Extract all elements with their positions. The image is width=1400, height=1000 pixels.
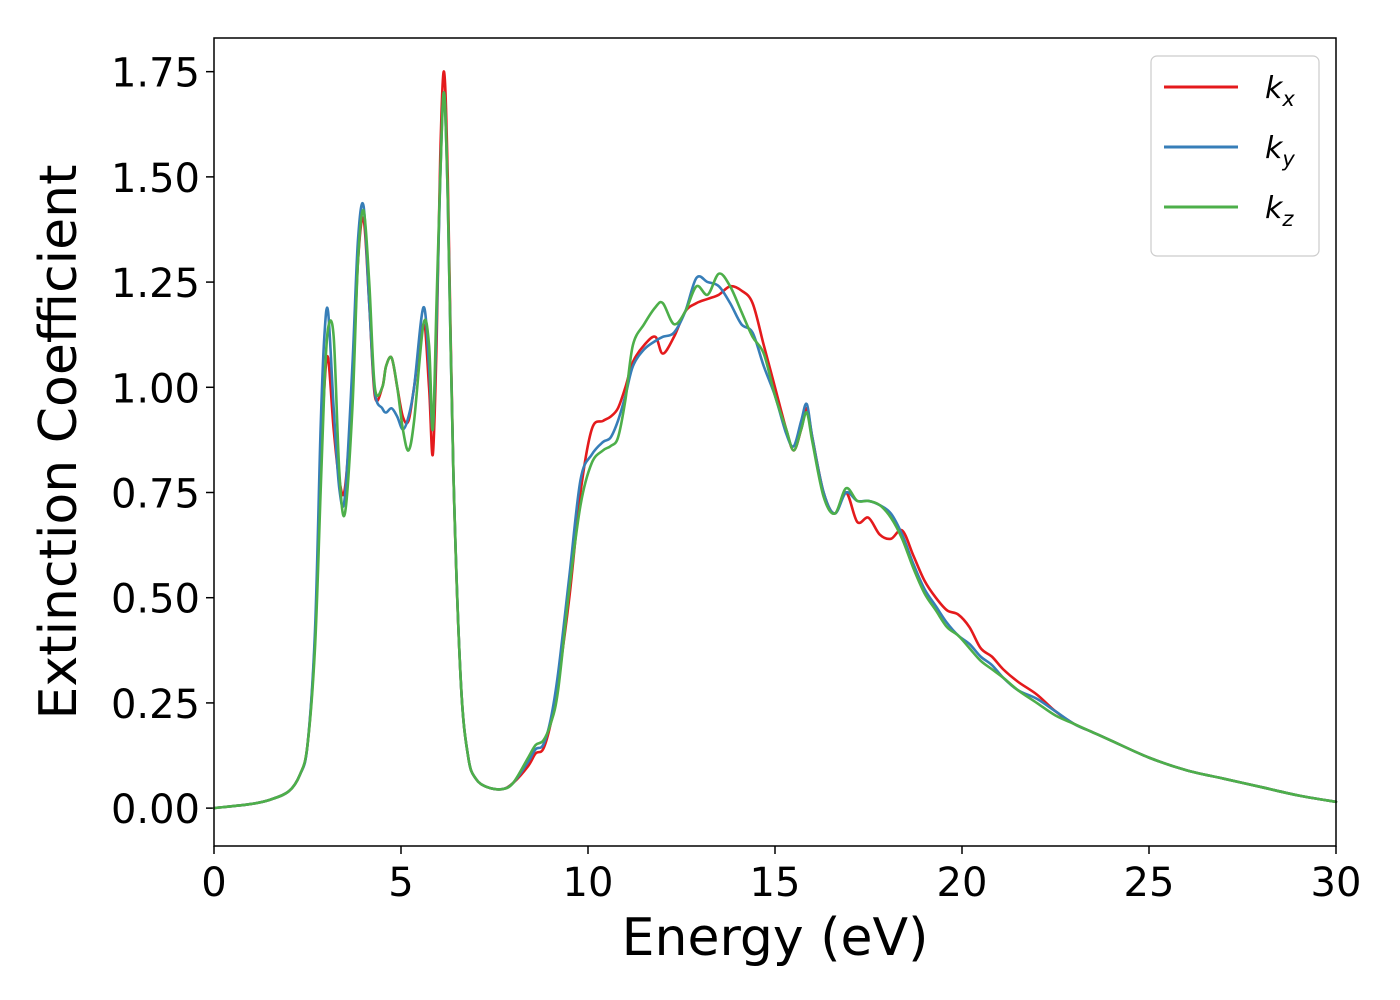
- x-tick-label: 10: [563, 860, 614, 906]
- legend-label-z: kz: [1265, 191, 1294, 231]
- y-tick-label: 1.75: [111, 51, 200, 97]
- legend-label-y: ky: [1265, 131, 1295, 171]
- legend-label-base: k: [1265, 71, 1284, 106]
- legend-label-base: k: [1265, 131, 1284, 166]
- x-tick-label: 5: [388, 860, 413, 906]
- x-tick-label: 0: [201, 860, 226, 906]
- y-tick-label: 1.50: [111, 156, 200, 202]
- x-tick-label: 20: [937, 860, 988, 906]
- series-line-y: [212, 91, 1338, 810]
- y-axis-title: Extinction Coefficient: [29, 165, 89, 720]
- legend-label-subscript: x: [1281, 87, 1295, 111]
- x-tick-label: 30: [1311, 860, 1362, 906]
- y-tick-label: 0.25: [111, 682, 200, 728]
- y-tick-label: 1.00: [111, 366, 200, 412]
- legend-label-subscript: y: [1281, 147, 1295, 171]
- y-tick-label: 0.00: [111, 787, 200, 833]
- x-axis-title: Energy (eV): [622, 908, 929, 968]
- y-tick-label: 0.75: [111, 472, 200, 518]
- legend-label-x: kx: [1265, 71, 1295, 111]
- ticks-layer: 0 5 10 15 20 25 30 0.00 0.25 0.50 0.75 1.00 1.25 1.50…: [111, 51, 1362, 906]
- legend-label-base: k: [1265, 191, 1284, 226]
- plot-frame: [213, 37, 1337, 847]
- x-tick-label: 25: [1124, 860, 1175, 906]
- series-layer: [212, 70, 1338, 810]
- legend-label-subscript: z: [1281, 207, 1294, 231]
- y-tick-label: 0.50: [111, 577, 200, 623]
- series-line-z: [212, 91, 1338, 810]
- y-tick-label: 1.25: [111, 261, 200, 307]
- x-tick-label: 15: [750, 860, 801, 906]
